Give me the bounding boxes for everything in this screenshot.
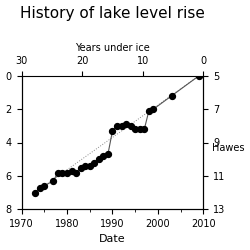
Point — [102, 154, 105, 158]
Point — [79, 166, 83, 170]
Point — [38, 186, 42, 190]
Point — [106, 152, 110, 156]
Point — [147, 109, 151, 113]
Point — [142, 127, 146, 131]
Point — [42, 184, 46, 188]
Point — [129, 124, 133, 128]
Point — [170, 94, 173, 98]
Point — [60, 170, 64, 174]
X-axis label: Date: Date — [99, 234, 126, 244]
Point — [83, 164, 87, 168]
X-axis label: Years under ice: Years under ice — [75, 42, 150, 52]
Point — [92, 160, 96, 164]
Point — [74, 170, 78, 174]
Point — [65, 170, 69, 174]
Point — [133, 127, 137, 131]
Point — [124, 122, 128, 126]
Point — [88, 164, 92, 168]
Point — [138, 127, 142, 131]
Point — [152, 107, 156, 111]
Point — [197, 74, 201, 78]
Point — [115, 124, 119, 128]
Point — [70, 169, 73, 173]
Point — [51, 179, 55, 183]
Point — [120, 124, 124, 128]
Point — [56, 170, 60, 174]
Point — [110, 129, 114, 133]
Y-axis label: Hawes: Hawes — [212, 142, 244, 152]
Title: History of lake level rise: History of lake level rise — [20, 6, 205, 20]
Point — [97, 157, 101, 161]
Point — [33, 190, 37, 194]
